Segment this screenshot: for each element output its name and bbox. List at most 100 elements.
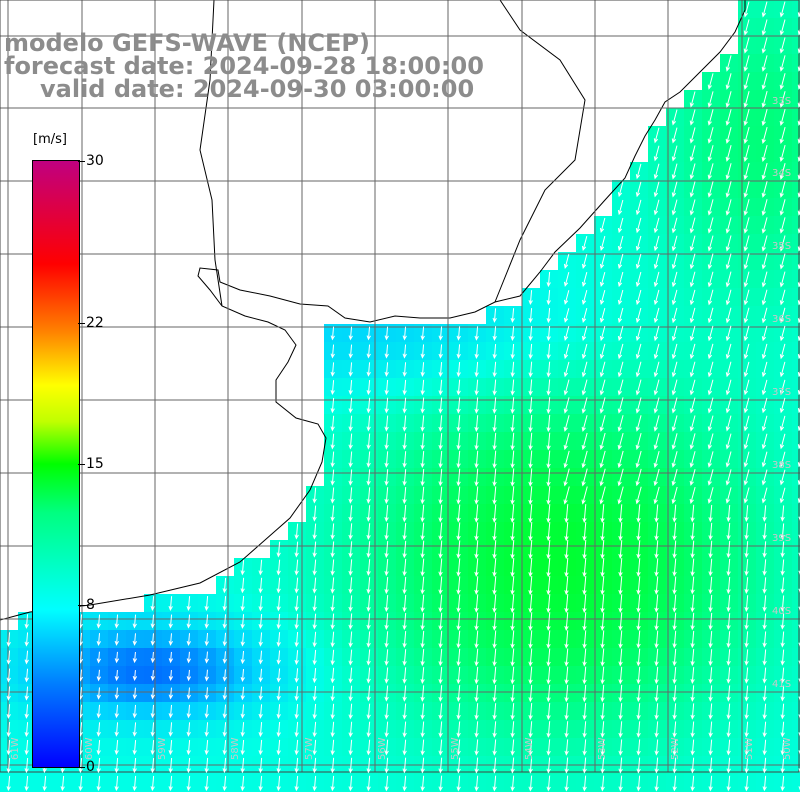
wind-arrow [744, 613, 749, 630]
wind-arrow [581, 253, 588, 269]
colorbar-tick-label: 22 [86, 314, 104, 331]
wind-arrow [384, 487, 389, 504]
wind-arrow [672, 703, 677, 720]
wind-arrow [617, 217, 624, 234]
latitude-label: 33S [772, 96, 791, 107]
wind-arrow [546, 648, 551, 667]
wind-arrow [653, 415, 660, 432]
wind-arrow [690, 594, 695, 613]
wind-arrow [366, 362, 371, 377]
wind-arrow [330, 487, 335, 504]
wind-arrow [707, 73, 714, 90]
wind-arrow [725, 253, 732, 270]
wind-arrow [654, 558, 659, 577]
wind-speed-cell [792, 576, 800, 594]
wind-arrow [510, 666, 515, 685]
wind-arrow [689, 181, 696, 198]
wind-arrow [708, 775, 713, 792]
wind-arrow [510, 504, 515, 523]
wind-arrow [474, 361, 479, 378]
wind-arrow [725, 73, 732, 90]
wind-arrow [402, 649, 407, 666]
wind-arrow [743, 451, 750, 468]
wind-arrow [384, 505, 389, 523]
wind-arrow [581, 290, 588, 305]
wind-arrow [420, 540, 425, 559]
wind-arrow [654, 576, 659, 595]
wind-arrow [798, 588, 800, 593]
wind-arrow [168, 614, 173, 629]
wind-arrow [618, 703, 623, 721]
wind-arrow [581, 343, 588, 360]
wind-arrow [402, 522, 407, 541]
wind-arrow [492, 486, 497, 505]
wind-arrow [563, 254, 570, 269]
wind-arrow [762, 739, 767, 756]
wind-arrow [24, 775, 29, 792]
wind-arrow [204, 740, 209, 756]
wind-arrow [510, 721, 515, 738]
wind-arrow [276, 668, 281, 683]
wind-arrow [222, 687, 227, 701]
longitude-label: 61W [10, 737, 21, 760]
wind-arrow [671, 451, 678, 468]
wind-arrow [654, 666, 659, 685]
wind-arrow [600, 540, 605, 560]
wind-arrow [474, 344, 479, 359]
wind-arrow [546, 343, 551, 360]
wind-arrow [24, 704, 29, 719]
wind-arrow [600, 775, 605, 792]
wind-speed-cell [792, 774, 800, 792]
wind-arrow [96, 687, 101, 700]
wind-arrow [599, 397, 606, 414]
colorbar-tick [78, 322, 85, 324]
wind-arrow [779, 19, 786, 36]
wind-arrow [528, 432, 533, 451]
wind-arrow [582, 775, 587, 792]
wind-arrow [456, 522, 461, 541]
wind-arrow [761, 271, 768, 288]
longitude-label: 52W [670, 737, 681, 760]
wind-arrow [581, 272, 588, 287]
wind-arrow [762, 757, 767, 774]
wind-arrow [653, 199, 660, 216]
wind-arrow [654, 630, 659, 649]
wind-arrow [672, 540, 677, 559]
wind-arrow [672, 612, 677, 631]
wind-arrow [402, 685, 407, 702]
wind-arrow [581, 397, 588, 414]
wind-arrow [617, 432, 624, 451]
wind-arrow [743, 144, 750, 162]
wind-arrow [402, 631, 407, 649]
wind-arrow [743, 289, 750, 306]
wind-arrow [672, 504, 677, 523]
wind-arrow [330, 344, 335, 359]
wind-arrow [582, 522, 587, 542]
wind-arrow [635, 235, 642, 252]
wind-arrow [222, 669, 227, 682]
wind-speed-cell [792, 684, 800, 702]
wind-arrow [456, 379, 461, 396]
wind-arrow [330, 559, 335, 576]
wind-arrow [276, 559, 281, 576]
wind-arrow [690, 739, 695, 756]
wind-arrow [456, 721, 461, 738]
wind-arrow [186, 614, 191, 629]
wind-arrow [240, 757, 245, 774]
wind-arrow [707, 127, 714, 144]
wind-arrow [599, 415, 606, 432]
wind-arrow [599, 361, 606, 378]
wind-arrow [384, 667, 389, 684]
wind-arrow [636, 522, 641, 541]
wind-arrow [330, 415, 335, 432]
wind-arrow [366, 649, 371, 666]
wind-arrow [510, 468, 515, 487]
wind-arrow [707, 289, 714, 306]
wind-arrow [546, 379, 551, 396]
wind-arrow [780, 523, 785, 540]
wind-arrow [798, 786, 800, 791]
wind-arrow [761, 144, 768, 162]
wind-arrow [689, 397, 696, 414]
wind-arrow [689, 379, 696, 396]
